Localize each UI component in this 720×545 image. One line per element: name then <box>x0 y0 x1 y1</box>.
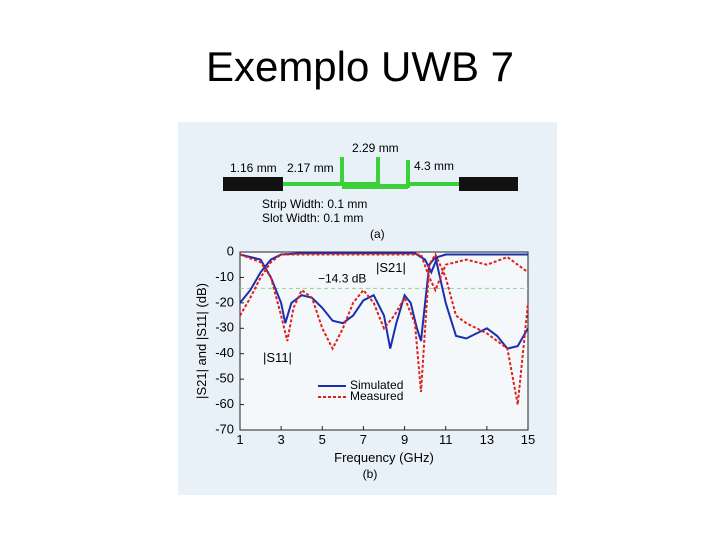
x-tick-label: 3 <box>278 432 285 447</box>
y-tick-label: 0 <box>227 243 234 258</box>
y-tick-label: -10 <box>215 269 234 284</box>
layout-diagram: 2.29 mm 1.16 mm 2.17 mm 4.3 mm Strip Wid… <box>223 141 518 241</box>
x-tick-label: 1 <box>236 432 243 447</box>
plot: 0-10-20-30-40-50-60-701 3 5 7 9 11 13 15−14.3 d… <box>194 243 535 481</box>
strip-width: Strip Width: 0.1 mm <box>262 197 367 211</box>
y-tick-label: -40 <box>215 345 234 360</box>
x-tick-label: 9 <box>401 432 408 447</box>
annotation: |S11| <box>263 350 292 365</box>
x-tick-label: 5 <box>319 432 326 447</box>
slide-title: Exemplo UWB 7 <box>206 43 514 90</box>
slot-width: Slot Width: 0.1 mm <box>262 211 363 225</box>
y-axis-label: |S21| and |S11| (dB) <box>194 283 209 399</box>
dim-label: 2.17 mm <box>287 161 334 175</box>
x-tick-label: 15 <box>521 432 535 447</box>
legend-label: Simulated <box>350 378 403 392</box>
caption: (a) <box>370 227 385 241</box>
legend-label: Measured <box>350 389 403 403</box>
x-tick-label: 13 <box>480 432 494 447</box>
reference-label: −14.3 dB <box>318 271 366 285</box>
series-line <box>239 252 528 304</box>
y-tick-label: -30 <box>215 320 234 335</box>
annotation: |S21| <box>376 260 406 275</box>
plot-area <box>239 251 529 431</box>
y-tick-label: -60 <box>215 396 234 411</box>
x-axis-label: Frequency (GHz) <box>334 450 434 465</box>
series-line <box>239 253 529 317</box>
caption: (b) <box>363 467 378 481</box>
dim-label: 2.29 mm <box>352 141 399 155</box>
dim-label: 4.3 mm <box>414 159 454 173</box>
x-tick-label: 11 <box>439 432 453 447</box>
feed-left <box>223 177 283 191</box>
y-tick-label: -70 <box>215 421 234 436</box>
feed-right <box>459 177 518 191</box>
dim-label: 1.16 mm <box>230 161 277 175</box>
y-tick-label: -50 <box>215 371 234 386</box>
y-tick-label: -20 <box>215 294 234 309</box>
series-line <box>239 253 529 350</box>
resonator <box>283 157 459 188</box>
x-tick-label: 7 <box>360 432 367 447</box>
